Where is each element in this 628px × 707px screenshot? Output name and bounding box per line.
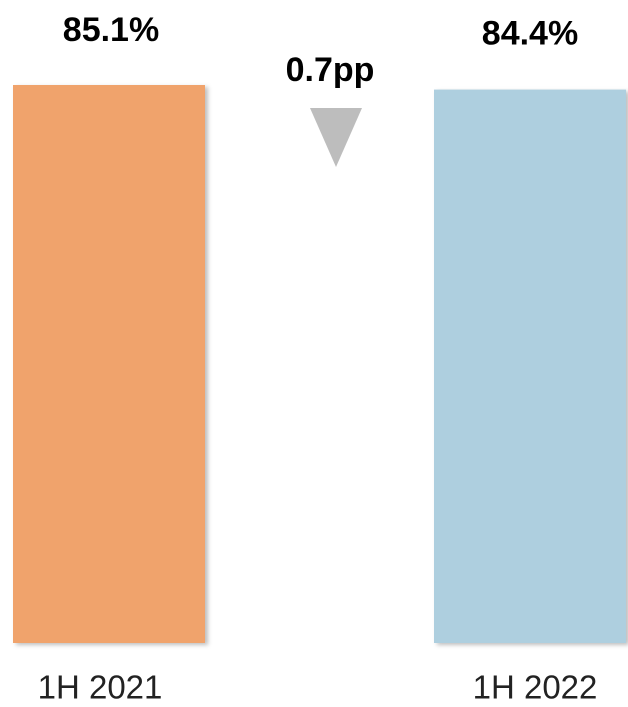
down-arrow [310, 108, 362, 167]
bar [434, 89, 626, 643]
value-label: 84.4% [482, 15, 578, 53]
change-annotation: 0.7pp [286, 51, 375, 89]
value-label: 85.1% [63, 11, 159, 49]
x-tick-label: 1H 2022 [473, 669, 598, 706]
bar [13, 85, 205, 643]
x-tick-label: 1H 2021 [38, 669, 163, 706]
